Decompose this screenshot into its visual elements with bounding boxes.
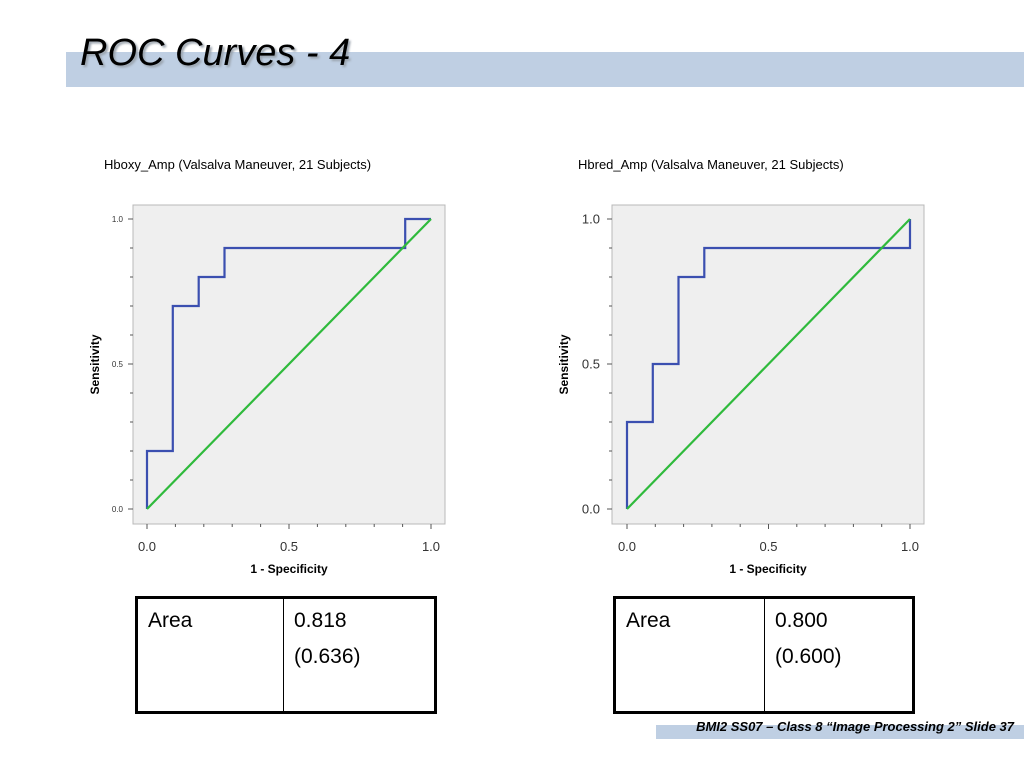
y-tick-label: 1.0	[112, 215, 124, 224]
y-axis-label: Sensitivity	[557, 334, 571, 394]
chart-title-hbred: Hbred_Amp (Valsalva Maneuver, 21 Subject…	[578, 157, 844, 172]
y-tick-label: 1.0	[582, 212, 600, 227]
y-axis-label: Sensitivity	[88, 334, 102, 394]
area-value: 0.800	[775, 609, 828, 632]
y-tick-label: 0.0	[112, 505, 124, 514]
x-axis-label: 1 - Specificity	[250, 562, 328, 576]
area-se: (0.600)	[775, 645, 842, 668]
x-tick-label: 0.0	[138, 539, 156, 554]
title-bar	[66, 52, 1024, 87]
y-tick-label: 0.0	[582, 502, 600, 517]
roc-curve	[145, 217, 431, 509]
x-tick-label: 1.0	[901, 539, 919, 554]
slide-title: ROC Curves - 4	[80, 32, 351, 74]
roc-chart-hboxy: 0.0 0.5 1.0 0.0 0.5 1.0 1 - Specificity Sensiti…	[88, 204, 446, 576]
roc-curve	[625, 219, 912, 509]
area-value-cell: 0.800 (0.600)	[764, 597, 914, 713]
chart-title-hboxy: Hboxy_Amp (Valsalva Maneuver, 21 Subject…	[104, 157, 372, 172]
area-table-hbred: Area 0.800 (0.600)	[613, 596, 915, 714]
x-tick-label: 0.0	[618, 539, 636, 554]
area-label: Area	[136, 597, 284, 713]
roc-chart-hbred: 0.0 0.5 1.0 0.0 0.5 1.0 1 - Specificity Sensiti…	[557, 204, 925, 576]
x-tick-label: 0.5	[280, 539, 298, 554]
area-value-cell: 0.818 (0.636)	[283, 597, 436, 713]
x-tick-label: 0.5	[759, 539, 777, 554]
x-tick-label: 1.0	[422, 539, 440, 554]
area-se: (0.636)	[294, 645, 361, 668]
reference-line	[626, 218, 911, 510]
footer-bar	[656, 725, 1024, 739]
x-axis-label: 1 - Specificity	[729, 562, 807, 576]
area-label: Area	[614, 597, 765, 713]
y-tick-label: 0.5	[112, 360, 124, 369]
footer-text: BMI2 SS07 – Class 8 “Image Processing 2”…	[696, 719, 1014, 734]
reference-line	[146, 218, 432, 510]
area-value: 0.818	[294, 609, 347, 632]
area-table-hboxy: Area 0.818 (0.636)	[135, 596, 437, 714]
y-tick-label: 0.5	[582, 357, 600, 372]
